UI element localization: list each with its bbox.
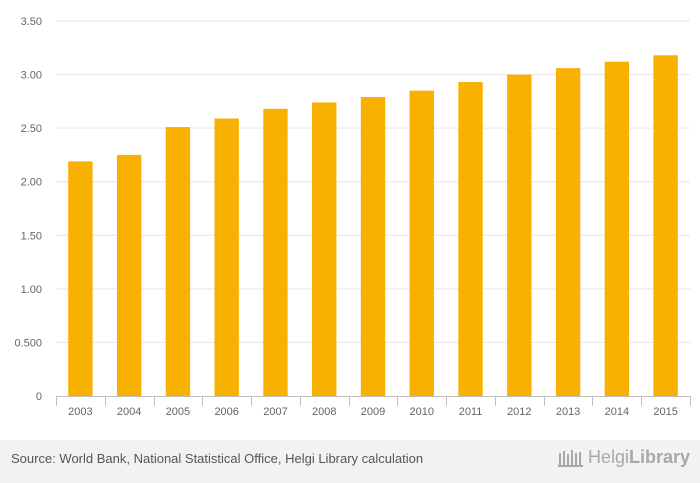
bar-2014 [604,61,630,396]
y-tick-label: 1.00 [21,284,42,296]
bar-2015 [653,55,678,397]
x-tick-label-2010: 2010 [410,406,434,418]
brand-name: HelgiLibrary [588,447,690,468]
x-tick-label-2015: 2015 [653,406,677,418]
bar-2009 [360,97,386,397]
x-tick-label-2014: 2014 [605,406,629,418]
brand-bold: Library [628,447,690,467]
bar-2010 [409,90,434,397]
bar-2005 [165,127,191,397]
helgi-library-logo: HelgiLibrary [557,447,690,468]
brand-light: Helgi [587,447,629,467]
bar-2008 [312,102,337,396]
bar-2007 [263,108,288,396]
library-building-icon [557,449,583,467]
y-tick-label: 3.00 [21,70,42,82]
x-tick-label-2006: 2006 [214,406,238,418]
y-tick-label: 2.50 [21,123,42,135]
x-tick-label-2009: 2009 [361,406,385,418]
bar-2003 [68,161,93,396]
x-tick-label-2008: 2008 [312,406,336,418]
x-tick-label-2011: 2011 [459,406,483,418]
bar-2012 [507,74,532,397]
y-tick-label: 2.00 [21,177,42,189]
y-tick-label: 0 [36,391,42,403]
source-note: Source: World Bank, National Statistical… [11,451,424,466]
x-tick-label-2005: 2005 [166,406,190,418]
bar-2004 [116,154,142,396]
x-tick-label-2003: 2003 [68,406,92,418]
x-tick-label-2007: 2007 [263,406,287,418]
y-tick-label: 1.50 [21,230,42,242]
y-tick-labels: 0 0.500 1.00 1.50 2.00 2.50 3.00 3.50 [14,16,42,403]
y-tick-label: 0.500 [14,337,42,349]
bar-2013 [555,68,581,397]
footer-bar [0,440,700,483]
x-axis [56,396,691,406]
y-tick-label: 3.50 [21,16,42,28]
bar-2006 [214,118,239,396]
x-tick-label-2012: 2012 [507,406,531,418]
x-tick-labels: 2003 2004 2005 2006 2007 2008 2009 2010 2011 2012… [68,406,678,418]
bar-2011 [458,82,483,397]
x-tick-label-2004: 2004 [117,406,141,418]
x-tick-label-2013: 2013 [556,406,580,418]
bars [68,55,678,397]
